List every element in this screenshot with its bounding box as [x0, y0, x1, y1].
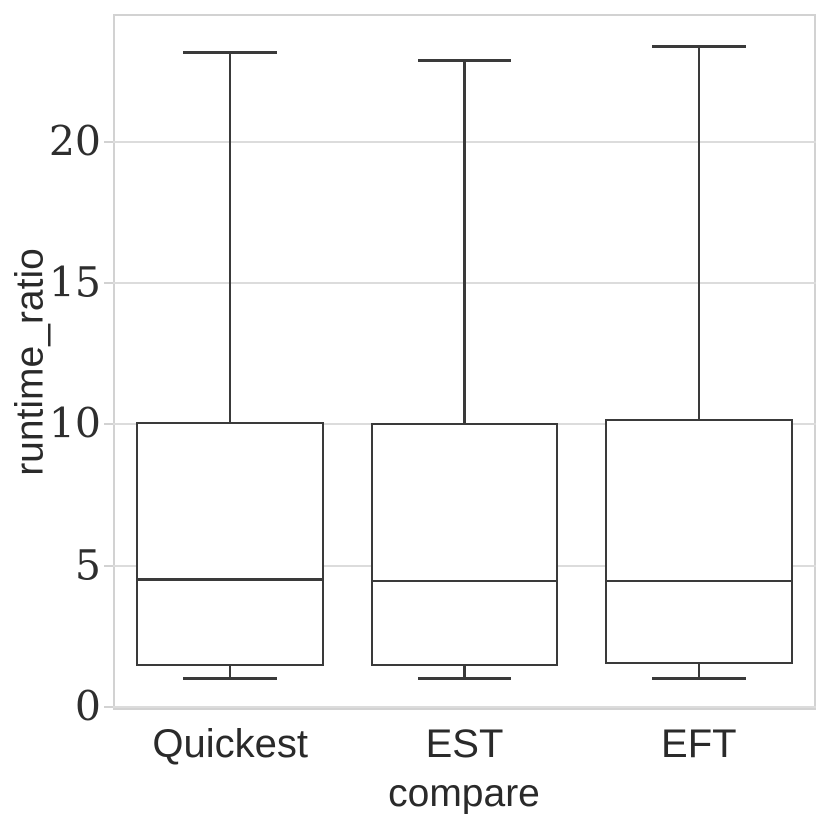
- box-quickest: [136, 421, 324, 666]
- x-tick-label-est: EST: [425, 722, 504, 766]
- whisker-cap-lower-quickest: [183, 676, 278, 680]
- median-eft: [605, 579, 793, 583]
- x-axis-label: compare: [388, 772, 540, 815]
- y-tickmark-0: [104, 705, 113, 708]
- whisker-upper-eft: [697, 46, 701, 419]
- y-tick-label-0: 0: [74, 682, 101, 731]
- y-tickmark-15: [104, 282, 113, 285]
- y-tick-label-10: 10: [48, 399, 101, 448]
- box-est: [370, 423, 559, 666]
- whisker-cap-lower-est: [417, 676, 512, 680]
- y-tick-label-15: 15: [48, 258, 101, 307]
- whisker-upper-quickest: [228, 52, 232, 422]
- x-tick-label-eft: EFT: [661, 722, 737, 766]
- whisker-cap-lower-eft: [651, 676, 746, 680]
- median-est: [370, 579, 559, 583]
- median-quickest: [136, 578, 324, 581]
- y-tickmark-5: [104, 564, 113, 567]
- box-eft: [605, 418, 793, 665]
- gridline-y-0: [113, 705, 816, 708]
- whisker-cap-upper-eft: [651, 44, 746, 48]
- y-tickmark-10: [104, 423, 113, 426]
- x-tick-label-quickest: Quickest: [152, 722, 308, 766]
- y-axis-label: runtime_ratio: [8, 248, 52, 476]
- y-tickmark-20: [104, 141, 113, 144]
- y-tick-label-5: 5: [74, 541, 101, 590]
- whisker-cap-upper-est: [417, 59, 512, 63]
- whisker-lower-est: [463, 665, 466, 679]
- whisker-lower-quickest: [228, 665, 232, 679]
- whisker-lower-eft: [697, 664, 701, 679]
- whisker-upper-est: [463, 60, 466, 424]
- y-tick-label-20: 20: [48, 117, 101, 166]
- whisker-cap-upper-quickest: [183, 50, 278, 54]
